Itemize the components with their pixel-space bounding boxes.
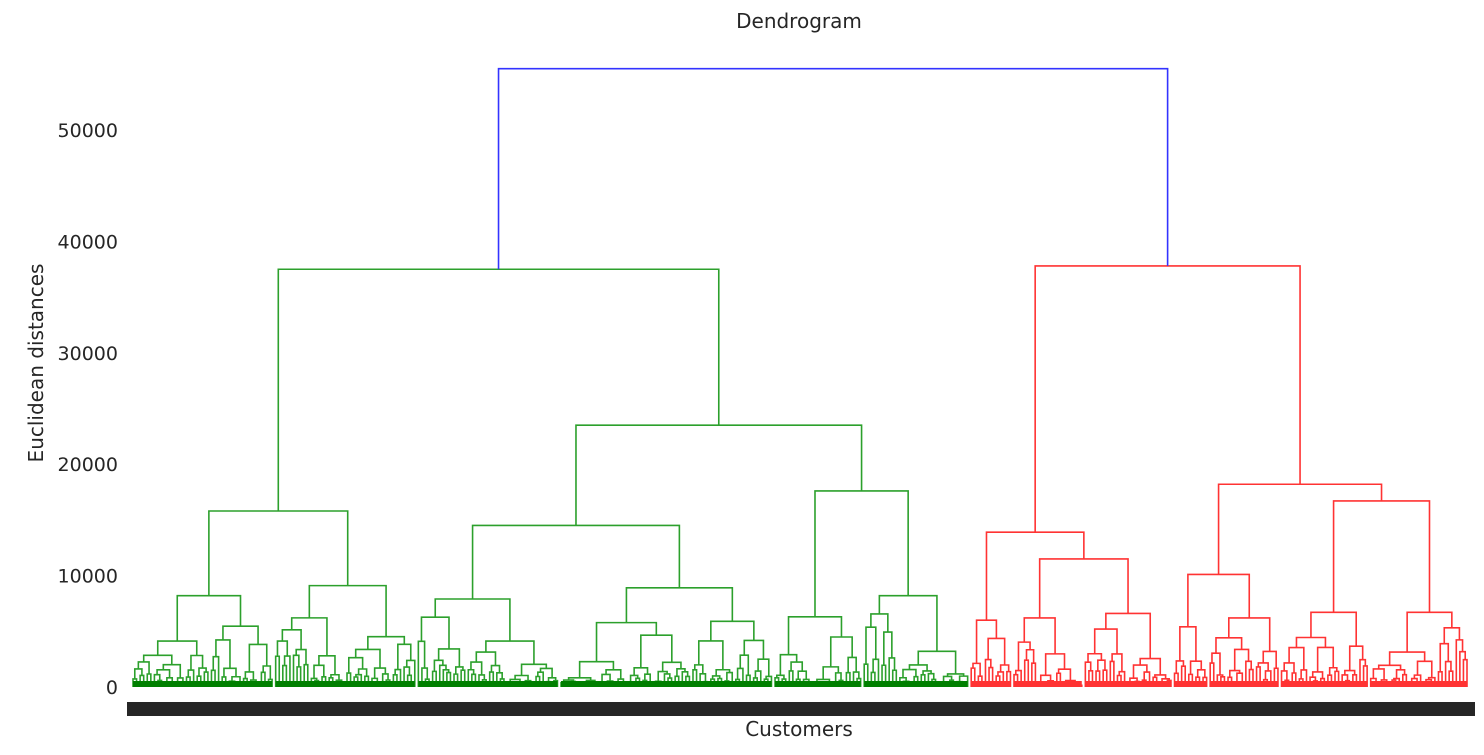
dendrogram-link — [739, 654, 750, 676]
leaf-baseline-band — [775, 681, 861, 687]
dendrogram-link — [1443, 626, 1461, 644]
dendrogram-link — [975, 619, 998, 664]
dendrogram-link — [1105, 612, 1152, 659]
dendrogram-link — [790, 661, 804, 672]
dendrogram-link — [497, 67, 1169, 270]
dendrogram-link — [870, 613, 889, 633]
dendrogram-link — [208, 510, 349, 596]
dendrogram-link — [847, 656, 857, 673]
dendrogram-link — [797, 670, 808, 680]
dendrogram-link — [434, 598, 511, 642]
dendrogram-link — [814, 490, 909, 617]
leaf-baseline-band — [864, 681, 968, 687]
dendrogram-link — [1044, 653, 1066, 676]
x-axis-label: Customers — [745, 717, 853, 741]
leaf-baseline-band — [1281, 681, 1368, 687]
dendrogram-link — [1215, 637, 1243, 654]
dendrogram-link — [1023, 617, 1056, 654]
y-tick-label: 30000 — [58, 343, 118, 365]
dendrogram-link — [1228, 617, 1271, 652]
leaf-baseline-band — [275, 681, 415, 687]
dendrogram-link — [354, 648, 381, 669]
dendrogram-link — [985, 531, 1085, 621]
dendrogram-link — [829, 636, 853, 667]
dendrogram-link — [137, 661, 150, 674]
dendrogram-link — [420, 616, 450, 649]
dendrogram-link — [625, 587, 734, 623]
leaf-baseline-band — [1370, 681, 1467, 687]
y-axis-label: Euclidean distances — [24, 264, 48, 463]
dendrogram-link — [222, 625, 259, 645]
dendrogram-link — [1097, 659, 1106, 672]
dendrogram-link — [657, 670, 668, 682]
dendrogram-link — [437, 648, 461, 667]
dendrogram-link — [1093, 628, 1118, 654]
dendrogram-link — [1034, 265, 1301, 533]
dendrogram-link — [248, 643, 268, 672]
dendrogram-link — [1038, 558, 1129, 618]
dendrogram-link — [1262, 650, 1277, 669]
dendrogram-link — [276, 640, 289, 657]
dendrogram-link — [757, 658, 770, 677]
y-tick-label: 40000 — [58, 231, 118, 253]
dendrogram-link — [156, 640, 198, 656]
dendrogram-link — [539, 667, 553, 678]
dendrogram-link — [142, 654, 173, 665]
leaf-baseline-band — [1210, 681, 1278, 687]
dendrogram-link — [162, 663, 182, 678]
dendrogram-link — [295, 648, 307, 665]
leaf-tick-labels — [127, 702, 1475, 716]
dendrogram-link — [475, 651, 497, 666]
x-axis-leaf-labels — [127, 702, 1475, 716]
leaf-baseline-band — [1014, 681, 1082, 687]
dendrogram-link — [277, 268, 720, 511]
dendrogram-link — [156, 669, 171, 678]
dendrogram-link — [347, 656, 364, 674]
dendrogram-link — [787, 616, 843, 655]
leaf-baseline-band — [561, 681, 772, 687]
dendrogram-link — [1295, 636, 1327, 648]
dendrogram-link — [397, 643, 412, 670]
leaf-baseline-band — [1085, 681, 1171, 687]
leaf-baseline-band — [133, 681, 273, 687]
dendrogram-link — [1288, 646, 1305, 670]
dendrogram-link — [308, 584, 387, 637]
dendrogram-link — [223, 667, 237, 677]
leaf-baseline-band — [971, 681, 1011, 687]
dendrogram-link — [743, 639, 765, 660]
dendrogram-link — [367, 635, 406, 650]
y-tick-label: 20000 — [58, 454, 118, 476]
y-tick-label: 0 — [106, 677, 118, 699]
y-axis-ticks: 0 10000 20000 30000 40000 50000 — [58, 120, 118, 699]
dendrogram-link — [1310, 611, 1358, 647]
dendrogram-link — [661, 661, 682, 672]
chart-title: Dendrogram — [736, 9, 862, 33]
dendrogram-link — [595, 621, 658, 662]
dendrogram-link — [1196, 669, 1206, 678]
leaf-baseline-band — [418, 681, 558, 687]
dendrogram-link — [1332, 500, 1431, 613]
dendrogram-link — [281, 629, 302, 650]
dendrogram-link — [1388, 651, 1426, 666]
dendrogram-link — [1229, 669, 1241, 678]
dendrogram-link — [1187, 573, 1251, 627]
dendrogram-links — [132, 67, 1468, 687]
dendrogram-link — [1179, 626, 1197, 662]
dendrogram-link — [1406, 611, 1453, 653]
leaf-baseline-band — [1174, 681, 1207, 687]
dendrogram-link — [1217, 483, 1383, 575]
y-tick-label: 50000 — [58, 120, 118, 142]
dendrogram-link — [1439, 642, 1450, 672]
dendrogram-link — [710, 620, 755, 641]
dendrogram-link — [1189, 660, 1203, 675]
dendrogram-link — [470, 661, 483, 675]
dendrogram-link — [575, 424, 863, 526]
dendrogram-link — [883, 631, 893, 666]
dendrogram-link — [176, 594, 242, 642]
y-tick-label: 10000 — [58, 566, 118, 588]
